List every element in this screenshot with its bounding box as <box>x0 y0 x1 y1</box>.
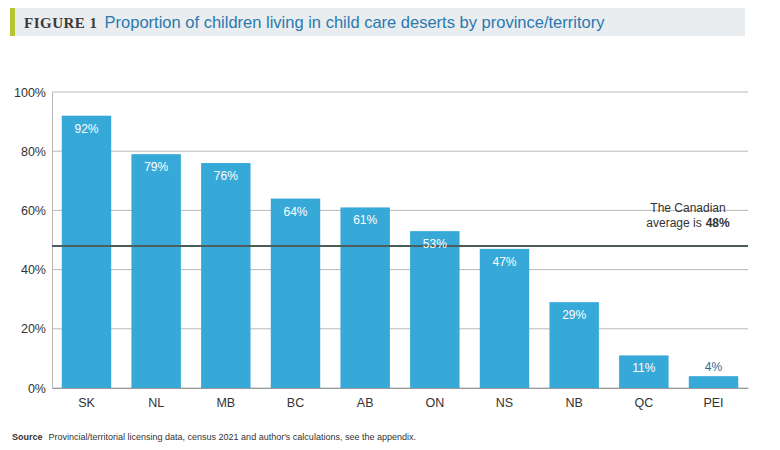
y-tick-label: 20% <box>21 322 46 336</box>
bar <box>131 154 180 388</box>
data-label: 29% <box>562 308 586 322</box>
x-tick: NS <box>496 388 513 410</box>
reference-label: The Canadianaverage is 48% <box>646 201 730 230</box>
x-tick: NL <box>148 388 164 410</box>
y-tick-label: 100% <box>14 86 46 100</box>
x-tick-label: NS <box>496 396 513 410</box>
x-axis-line <box>53 388 749 389</box>
bar <box>410 231 459 388</box>
x-tick-label: NL <box>148 396 164 410</box>
title: FIGURE 1 Proportion of children living in… <box>24 13 605 31</box>
reference-value: 48% <box>706 216 730 230</box>
y-tick-label: 60% <box>21 204 46 218</box>
chart: FIGURE 1 Proportion of children living in… <box>0 0 780 450</box>
x-tick-label: MB <box>216 396 235 410</box>
x-tick: PEI <box>703 388 723 410</box>
y-tick-label: 80% <box>21 145 46 159</box>
bar <box>62 116 111 388</box>
data-label: 92% <box>74 122 98 136</box>
data-label: 79% <box>144 160 168 174</box>
bar <box>340 207 389 388</box>
x-tick: AB <box>357 388 374 410</box>
bar <box>201 163 250 388</box>
bar <box>271 199 320 388</box>
data-label: 76% <box>214 169 238 183</box>
data-label: 11% <box>632 361 655 375</box>
bar <box>480 249 529 388</box>
grid <box>52 92 748 388</box>
x-tick-label: NB <box>565 396 582 410</box>
title-text: Proportion of children living in child c… <box>105 13 606 31</box>
y-tick: 60% <box>21 204 52 218</box>
grid-line <box>52 151 748 152</box>
x-tick-label: BC <box>287 396 304 410</box>
figure-label: FIGURE 1 <box>24 15 98 31</box>
data-label: 61% <box>353 213 377 227</box>
x-tick-label: AB <box>357 396 374 410</box>
y-tick: 40% <box>21 263 52 277</box>
bars <box>62 116 738 388</box>
x-tick: MB <box>216 388 235 410</box>
data-label: 47% <box>492 255 516 269</box>
x-tick: BC <box>287 388 304 410</box>
source-label: Source <box>12 432 43 442</box>
y-axis-line <box>52 93 53 389</box>
data-label: 53% <box>423 237 447 251</box>
data-label: 4% <box>705 360 723 374</box>
title-background <box>10 8 745 36</box>
reference-label-line: The Canadian <box>650 201 725 215</box>
data-labels: 92% 79% 76% 64% 61% 53% 47% 29% 11% 4% <box>74 122 722 376</box>
y-tick: 100% <box>14 86 52 100</box>
y-axis: 0% 20% 40% 60% 80% 100% <box>14 86 52 396</box>
x-tick: NB <box>565 388 582 410</box>
y-tick-label: 0% <box>28 382 46 396</box>
x-tick-label: QC <box>634 396 653 410</box>
reference-line <box>52 245 748 247</box>
source: Source Provincial/territorial licensing d… <box>12 432 416 442</box>
x-tick: QC <box>634 388 653 410</box>
y-tick-label: 40% <box>21 263 46 277</box>
bar <box>549 302 598 388</box>
x-tick-label: SK <box>78 396 95 410</box>
reference-label-line: average is <box>646 216 701 230</box>
x-tick: ON <box>425 388 444 410</box>
bar <box>689 376 738 388</box>
x-tick: SK <box>78 388 95 410</box>
bar <box>619 355 668 388</box>
title-band: FIGURE 1 Proportion of children living in… <box>10 8 745 36</box>
y-tick: 20% <box>21 322 52 336</box>
y-tick: 80% <box>21 145 52 159</box>
x-tick-label: PEI <box>703 396 723 410</box>
grid-line <box>52 92 748 93</box>
title-accent <box>10 8 15 36</box>
y-tick: 0% <box>28 382 52 396</box>
x-tick-label: ON <box>425 396 444 410</box>
x-axis: SK NL MB BC AB ON NS NB QC PEI <box>53 388 749 410</box>
source-text: Provincial/territorial licensing data, c… <box>49 432 416 442</box>
data-label: 64% <box>283 205 307 219</box>
